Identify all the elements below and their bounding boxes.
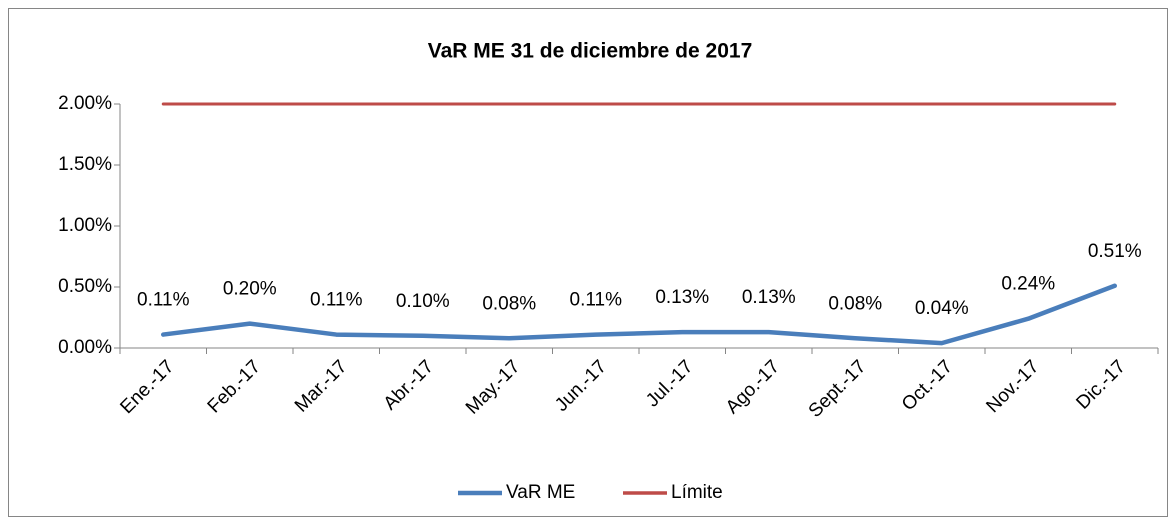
y-tick-label: 0.00% — [58, 337, 112, 358]
y-tick-label: 1.00% — [58, 215, 112, 236]
data-label: 0.08% — [482, 293, 536, 314]
series-line — [161, 283, 1117, 346]
y-tick-label: 1.50% — [58, 154, 112, 175]
data-label: 0.08% — [828, 293, 882, 314]
data-label: 0.04% — [915, 298, 969, 319]
chart-title: VaR ME 31 de diciembre de 2017 — [428, 40, 753, 63]
legend-label: Límite — [671, 482, 723, 503]
data-label: 0.20% — [223, 279, 277, 300]
data-label: 0.13% — [655, 287, 709, 308]
data-label: 0.11% — [570, 290, 623, 311]
legend-label: VaR ME — [506, 482, 575, 503]
data-label: 0.11% — [137, 290, 190, 311]
chart-frame — [8, 8, 1168, 517]
data-label: 0.24% — [1001, 274, 1055, 295]
data-label: 0.13% — [742, 287, 796, 308]
data-label: 0.51% — [1088, 241, 1142, 262]
data-label: 0.10% — [396, 291, 450, 312]
y-tick-label: 2.00% — [58, 93, 112, 114]
data-label: 0.11% — [310, 290, 363, 311]
y-tick-label: 0.50% — [58, 276, 112, 297]
